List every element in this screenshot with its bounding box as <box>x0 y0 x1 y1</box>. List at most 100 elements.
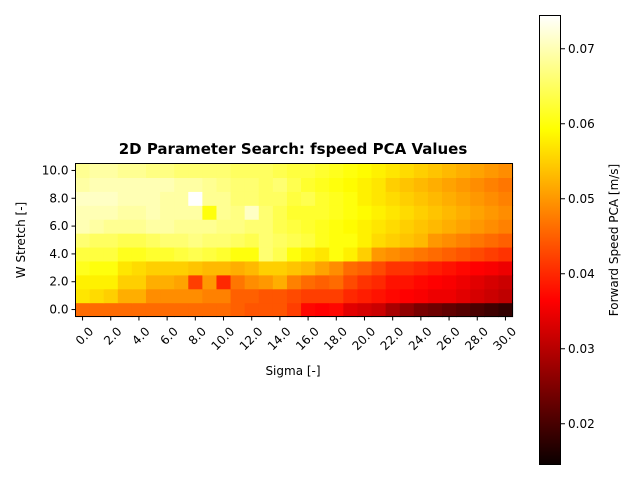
heatmap-cell <box>202 163 218 179</box>
heatmap-cell <box>315 288 330 304</box>
heatmap-cell <box>371 233 387 248</box>
heatmap-cell <box>427 302 443 318</box>
heatmap-cell <box>244 219 260 234</box>
heatmap-cell <box>89 177 105 192</box>
colorbar-frame <box>539 15 561 465</box>
colorbar-tick-label: 0.07 <box>568 42 595 56</box>
heatmap-cell <box>484 163 500 179</box>
heatmap-cell <box>399 302 415 318</box>
heatmap-cell <box>160 302 175 318</box>
heatmap-cell <box>484 274 500 290</box>
heatmap-cell <box>315 205 330 220</box>
heatmap-cell <box>357 191 373 206</box>
heatmap-cell <box>145 191 161 206</box>
heatmap-cell <box>329 177 344 192</box>
heatmap-cell <box>272 233 288 248</box>
heatmap-cell <box>442 302 457 318</box>
heatmap-cell <box>498 233 514 248</box>
heatmap-cell <box>117 288 133 304</box>
colorbar-tick-label: 0.03 <box>568 342 595 356</box>
heatmap-cell <box>230 177 246 192</box>
heatmap-cell <box>301 288 316 304</box>
heatmap-cell <box>244 163 260 179</box>
x-tick-label: 28.0 <box>462 324 491 353</box>
heatmap-cell <box>117 274 133 290</box>
heatmap-cell <box>329 205 344 220</box>
heatmap-cell <box>427 246 443 262</box>
heatmap-cell <box>174 191 189 206</box>
heatmap-cell <box>145 246 161 262</box>
heatmap-cell <box>160 163 175 179</box>
heatmap-cell <box>470 246 485 262</box>
heatmap-cell <box>456 302 471 318</box>
heatmap-cell <box>301 163 316 179</box>
heatmap-cell <box>258 205 274 220</box>
heatmap-cell <box>103 205 119 220</box>
heatmap-cell <box>131 288 147 304</box>
heatmap-cell <box>343 233 359 248</box>
heatmap-cell <box>357 288 373 304</box>
heatmap-cell <box>301 274 316 290</box>
heatmap-cell <box>385 233 401 248</box>
heatmap-cell <box>456 246 471 262</box>
heatmap-cell <box>244 260 260 276</box>
heatmap-cell <box>442 246 457 262</box>
heatmap-cell <box>131 233 147 248</box>
heatmap-cell <box>456 288 471 304</box>
x-tick-label: 8.0 <box>186 324 209 347</box>
heatmap-cell <box>371 288 387 304</box>
heatmap-cell <box>385 274 401 290</box>
heatmap-cell <box>188 205 203 220</box>
heatmap-cell <box>75 163 91 179</box>
heatmap-cell <box>456 163 471 179</box>
heatmap-cell <box>357 233 373 248</box>
heatmap-cell <box>484 177 500 192</box>
heatmap-cell <box>413 274 429 290</box>
heatmap-cell <box>272 205 288 220</box>
heatmap-cell <box>117 246 133 262</box>
heatmap-cell <box>272 260 288 276</box>
heatmap-cell <box>103 191 119 206</box>
heatmap-cell <box>315 233 330 248</box>
heatmap-cell <box>413 163 429 179</box>
y-axis-label: W Stretch [-] <box>14 202 28 278</box>
heatmap-cell <box>258 288 274 304</box>
heatmap-cell <box>315 219 330 234</box>
heatmap-cell <box>470 260 485 276</box>
heatmap-cell <box>385 288 401 304</box>
heatmap-cell <box>456 274 471 290</box>
heatmap-cell <box>399 233 415 248</box>
heatmap-cell <box>202 260 218 276</box>
chart-title: 2D Parameter Search: fspeed PCA Values <box>119 140 468 158</box>
heatmap-cell <box>413 177 429 192</box>
heatmap-cell <box>103 274 119 290</box>
heatmap-cell <box>456 260 471 276</box>
heatmap-cell <box>131 274 147 290</box>
y-axis-ticks: 0.0 2.0 4.0 6.0 8.0 10.0 <box>42 163 76 317</box>
heatmap-cell <box>89 288 105 304</box>
heatmap-cell <box>174 246 189 262</box>
heatmap-cell <box>117 219 133 234</box>
heatmap-cell <box>272 246 288 262</box>
heatmap-cell <box>427 274 443 290</box>
heatmap-cell <box>399 274 415 290</box>
heatmap-cell <box>103 246 119 262</box>
heatmap-cell <box>258 260 274 276</box>
heatmap-cell <box>456 177 471 192</box>
heatmap-cell <box>498 246 514 262</box>
heatmap-cell <box>385 260 401 276</box>
heatmap-cell <box>315 260 330 276</box>
heatmap-cell <box>286 233 302 248</box>
heatmap-cell <box>188 233 203 248</box>
heatmap-cell <box>371 205 387 220</box>
heatmap-cell <box>174 233 189 248</box>
heatmap-cell <box>315 191 330 206</box>
x-tick-label: 4.0 <box>129 324 152 347</box>
heatmap-cell <box>427 163 443 179</box>
heatmap-cell <box>470 233 485 248</box>
heatmap-cell <box>174 274 189 290</box>
heatmap-cell <box>258 233 274 248</box>
heatmap-cell <box>470 191 485 206</box>
heatmap-cell <box>145 260 161 276</box>
heatmap-cell <box>498 191 514 206</box>
